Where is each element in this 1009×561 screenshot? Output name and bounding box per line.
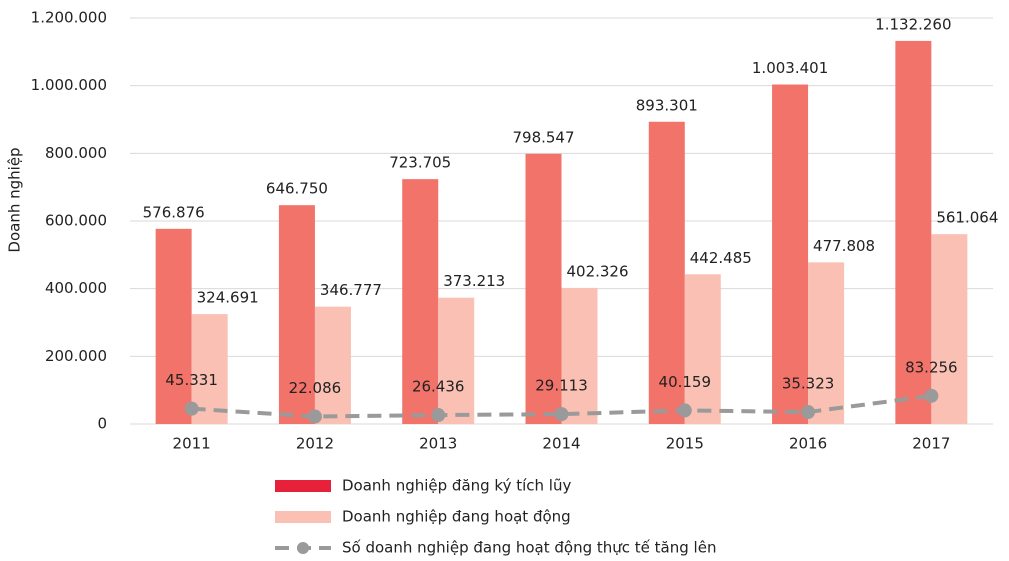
bar xyxy=(684,274,721,424)
data-label: 1.003.401 xyxy=(752,59,828,77)
bar xyxy=(278,205,315,424)
data-label: 35.323 xyxy=(782,375,835,393)
legend-swatch xyxy=(275,480,331,492)
data-label: 324.691 xyxy=(197,289,259,307)
data-label: 373.213 xyxy=(443,272,505,290)
bar xyxy=(772,84,809,424)
x-tick-label: 2016 xyxy=(789,435,827,453)
y-tick-label: 400.000 xyxy=(45,279,107,297)
bar xyxy=(314,306,351,424)
line-marker xyxy=(801,405,816,420)
y-tick-label: 0 xyxy=(97,415,107,433)
bar xyxy=(561,287,598,424)
bar xyxy=(808,262,845,424)
line-marker xyxy=(431,408,446,423)
y-axis-label: Doanh nghiệp xyxy=(6,147,24,252)
data-label: 83.256 xyxy=(905,358,958,376)
bar xyxy=(402,179,439,424)
x-tick-label: 2012 xyxy=(296,435,334,453)
bar xyxy=(438,297,475,424)
data-label: 26.436 xyxy=(412,378,465,396)
legend-label: Số doanh nghiệp đang hoạt động thực tế t… xyxy=(342,539,716,557)
y-tick-label: 200.000 xyxy=(45,347,107,365)
line-marker xyxy=(184,401,199,416)
data-label: 22.086 xyxy=(289,379,342,397)
line-marker xyxy=(307,409,322,424)
x-tick-label: 2011 xyxy=(173,435,211,453)
data-label: 40.159 xyxy=(659,373,712,391)
data-label: 29.113 xyxy=(535,377,588,395)
x-tick-label: 2015 xyxy=(666,435,704,453)
data-label: 1.132.260 xyxy=(875,15,951,33)
legend-swatch xyxy=(275,511,331,523)
data-label: 646.750 xyxy=(266,180,328,198)
y-tick-label: 600.000 xyxy=(45,212,107,230)
bar xyxy=(525,153,562,424)
x-tick-label: 2017 xyxy=(912,435,950,453)
data-label: 576.876 xyxy=(143,203,205,221)
bar xyxy=(895,40,932,424)
legend-swatch xyxy=(297,542,309,554)
data-label: 798.547 xyxy=(512,128,574,146)
bar xyxy=(155,228,192,424)
data-label: 442.485 xyxy=(690,249,752,267)
data-label: 346.777 xyxy=(320,281,382,299)
x-tick-label: 2013 xyxy=(419,435,457,453)
data-label: 723.705 xyxy=(389,154,451,172)
line-marker xyxy=(554,407,569,422)
data-label: 477.808 xyxy=(813,237,875,255)
data-label: 45.331 xyxy=(165,371,218,389)
data-label: 893.301 xyxy=(636,96,698,114)
y-tick-label: 800.000 xyxy=(45,144,107,162)
data-label: 402.326 xyxy=(566,262,628,280)
x-tick-label: 2014 xyxy=(542,435,580,453)
data-label: 561.064 xyxy=(936,209,998,227)
line-marker xyxy=(677,403,692,418)
legend-label: Doanh nghiệp đăng ký tích lũy xyxy=(342,477,571,495)
y-tick-label: 1.000.000 xyxy=(31,76,107,94)
y-tick-label: 1.200.000 xyxy=(31,9,107,27)
legend-label: Doanh nghiệp đang hoạt động xyxy=(342,508,571,526)
bar xyxy=(648,121,685,425)
line-marker xyxy=(924,388,939,403)
